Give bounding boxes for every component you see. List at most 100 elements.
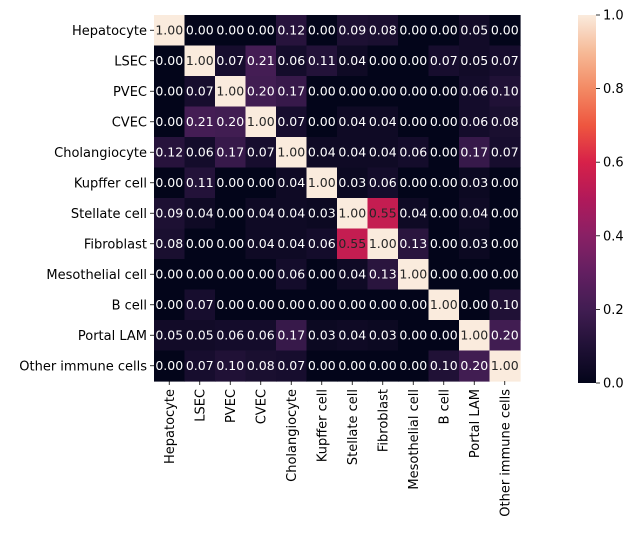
heatmap-cell <box>184 320 216 352</box>
heatmap-cell <box>184 259 216 291</box>
heatmap-cell <box>398 198 430 230</box>
heatmap-cell <box>184 137 216 169</box>
heatmap-cell-value: 0.06 <box>277 53 305 68</box>
heatmap-cell <box>428 45 460 77</box>
heatmap-cell-value: 0.17 <box>216 144 244 159</box>
heatmap-cell <box>245 228 277 260</box>
heatmap-cell <box>154 137 186 169</box>
heatmap-cell-value: 0.07 <box>216 53 244 68</box>
x-tick-label: PVEC <box>224 389 239 423</box>
heatmap-cell-value: 0.03 <box>460 175 488 190</box>
heatmap-cell <box>428 15 460 47</box>
heatmap-cell-value: 0.00 <box>399 358 427 373</box>
heatmap-cell <box>154 45 186 77</box>
heatmap-cell-value: 0.00 <box>338 297 366 312</box>
heatmap-cell-value: 0.10 <box>430 358 458 373</box>
heatmap-cell <box>367 198 399 230</box>
heatmap-cell-value: 0.00 <box>247 22 275 37</box>
heatmap-cell <box>276 350 308 382</box>
heatmap-cell <box>398 289 430 321</box>
heatmap-cell-value: 0.08 <box>491 114 519 129</box>
heatmap-cell-value: 0.00 <box>491 175 519 190</box>
y-tick-label: Portal LAM <box>78 329 147 344</box>
heatmap-cell-value: 0.04 <box>277 175 305 190</box>
heatmap-cell-value: 0.20 <box>460 358 488 373</box>
heatmap-cell <box>489 350 521 382</box>
colorbar-tick-label: 0.8 <box>603 82 624 97</box>
y-tick-label: Mesothelial cell <box>46 268 147 283</box>
heatmap-cell-value: 0.21 <box>247 53 275 68</box>
heatmap-cell-value: 0.04 <box>247 205 275 220</box>
heatmap-cell <box>276 15 308 47</box>
heatmap-cell <box>215 320 247 352</box>
heatmap-cell <box>428 137 460 169</box>
heatmap-cell <box>306 350 338 382</box>
x-tick-label: Mesothelial cell <box>407 389 422 490</box>
heatmap-cell-value: 1.00 <box>308 175 336 190</box>
heatmap-cell <box>398 45 430 77</box>
colorbar-tick-label: 1.0 <box>603 9 624 24</box>
heatmap-cell-value: 0.00 <box>369 297 397 312</box>
heatmap-cell-value: 0.00 <box>338 83 366 98</box>
heatmap-cell-labels: 1.00 0.00 0.00 0.00 0.12 0.00 0.09 0.08 0.00 0.00… <box>155 22 518 373</box>
heatmap-cell <box>489 15 521 47</box>
heatmap-cell <box>215 198 247 230</box>
heatmap-cell-value: 0.00 <box>399 327 427 342</box>
heatmap-cell <box>276 106 308 138</box>
heatmap-cell-value: 0.00 <box>308 83 336 98</box>
heatmap-cell <box>306 228 338 260</box>
heatmap-cell <box>367 106 399 138</box>
heatmap-cell-value: 0.04 <box>369 144 397 159</box>
heatmap-cell-value: 0.00 <box>186 266 214 281</box>
heatmap-cell <box>215 167 247 199</box>
heatmap-cell <box>428 320 460 352</box>
y-axis-tick-labels: Hepatocyte LSEC PVEC CVEC Cholangiocyte Kupff… <box>19 24 154 374</box>
heatmap-cell <box>489 137 521 169</box>
heatmap-cell <box>276 45 308 77</box>
heatmap-cell <box>489 167 521 199</box>
heatmap-cell-value: 0.03 <box>308 327 336 342</box>
heatmap-cell <box>276 137 308 169</box>
heatmap-cell <box>215 137 247 169</box>
heatmap-cell-value: 0.06 <box>399 144 427 159</box>
heatmap-cell <box>398 259 430 291</box>
heatmap-cell <box>489 289 521 321</box>
y-tick-label: Stellate cell <box>71 207 147 222</box>
heatmap-cell <box>367 259 399 291</box>
heatmap-cell-value: 0.07 <box>277 114 305 129</box>
heatmap-cell <box>459 15 491 47</box>
heatmap-cell-value: 0.03 <box>460 236 488 251</box>
x-tick-label: Stellate cell <box>346 389 361 465</box>
heatmap-cell-value: 0.07 <box>491 144 519 159</box>
x-tick-label: Kupffer cell <box>315 389 330 462</box>
heatmap-cell-value: 0.00 <box>399 53 427 68</box>
heatmap-cell-value: 0.04 <box>369 114 397 129</box>
heatmap-cell <box>489 259 521 291</box>
heatmap-cell-value: 0.04 <box>460 205 488 220</box>
heatmap-cell-value: 0.00 <box>308 358 336 373</box>
heatmap-cell-value: 0.00 <box>430 175 458 190</box>
heatmap-cell <box>459 228 491 260</box>
heatmap-cell-value: 1.00 <box>338 205 366 220</box>
heatmap-cell-value: 0.17 <box>277 83 305 98</box>
heatmap-cell <box>306 289 338 321</box>
heatmap-cell <box>337 228 369 260</box>
heatmap-cell-value: 0.00 <box>399 175 427 190</box>
heatmap-cell <box>215 228 247 260</box>
heatmap-cell <box>245 137 277 169</box>
heatmap-cell <box>398 350 430 382</box>
heatmap-cell <box>428 167 460 199</box>
y-tick-label: LSEC <box>114 54 147 69</box>
heatmap-cell <box>398 15 430 47</box>
heatmap-cell <box>154 350 186 382</box>
heatmap-cell-value: 0.00 <box>399 22 427 37</box>
heatmap-cell <box>215 76 247 108</box>
heatmap-cell <box>428 289 460 321</box>
heatmap-cell <box>215 45 247 77</box>
heatmap-cell <box>245 198 277 230</box>
heatmap-cell-value: 0.04 <box>186 205 214 220</box>
heatmap-cell-value: 0.00 <box>430 205 458 220</box>
heatmap-cell-value: 0.04 <box>247 236 275 251</box>
heatmap-cell-value: 0.00 <box>155 114 183 129</box>
heatmap-cell <box>398 167 430 199</box>
